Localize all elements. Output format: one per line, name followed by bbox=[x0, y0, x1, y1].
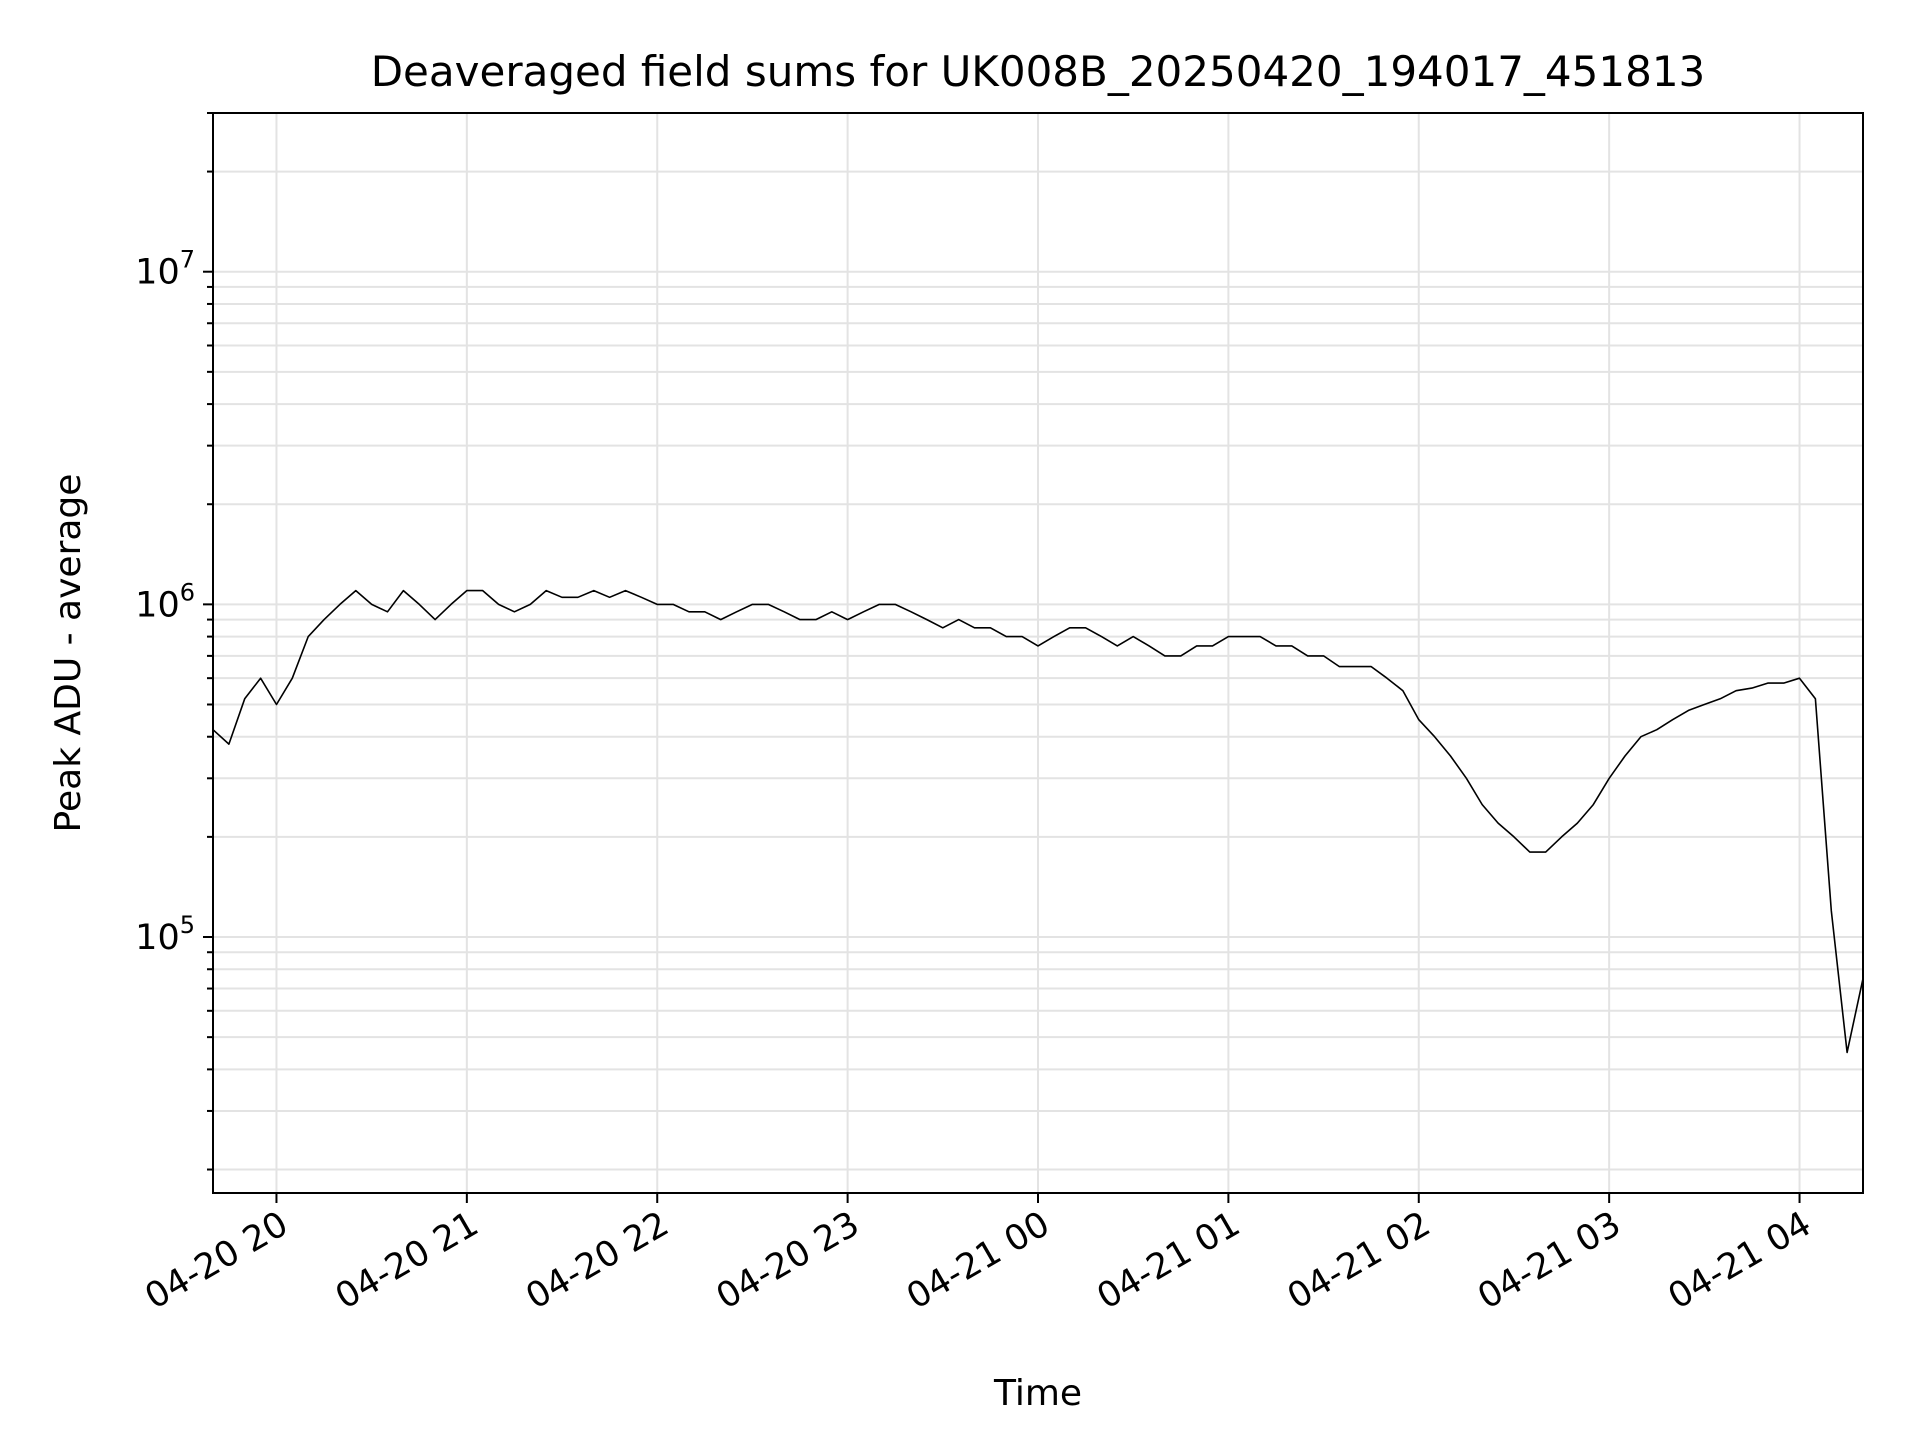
y-tick-base: 10 bbox=[135, 585, 180, 625]
y-tick-label: 106 bbox=[135, 578, 195, 625]
chart-title: Deaveraged field sums for UK008B_2025042… bbox=[371, 47, 1706, 96]
x-axis-label: Time bbox=[993, 1373, 1082, 1414]
y-tick-label: 107 bbox=[135, 246, 195, 293]
y-axis-label: Peak ADU - average bbox=[48, 474, 89, 833]
y-tick-exponent: 6 bbox=[180, 578, 195, 606]
y-tick-label: 105 bbox=[135, 911, 195, 958]
series-line bbox=[212, 589, 1864, 1054]
y-tick-exponent: 5 bbox=[180, 911, 195, 939]
y-tick-base: 10 bbox=[135, 918, 180, 958]
series-layer bbox=[212, 589, 1864, 1054]
y-tick-exponent: 7 bbox=[180, 246, 195, 274]
y-tick-base: 10 bbox=[135, 253, 180, 293]
